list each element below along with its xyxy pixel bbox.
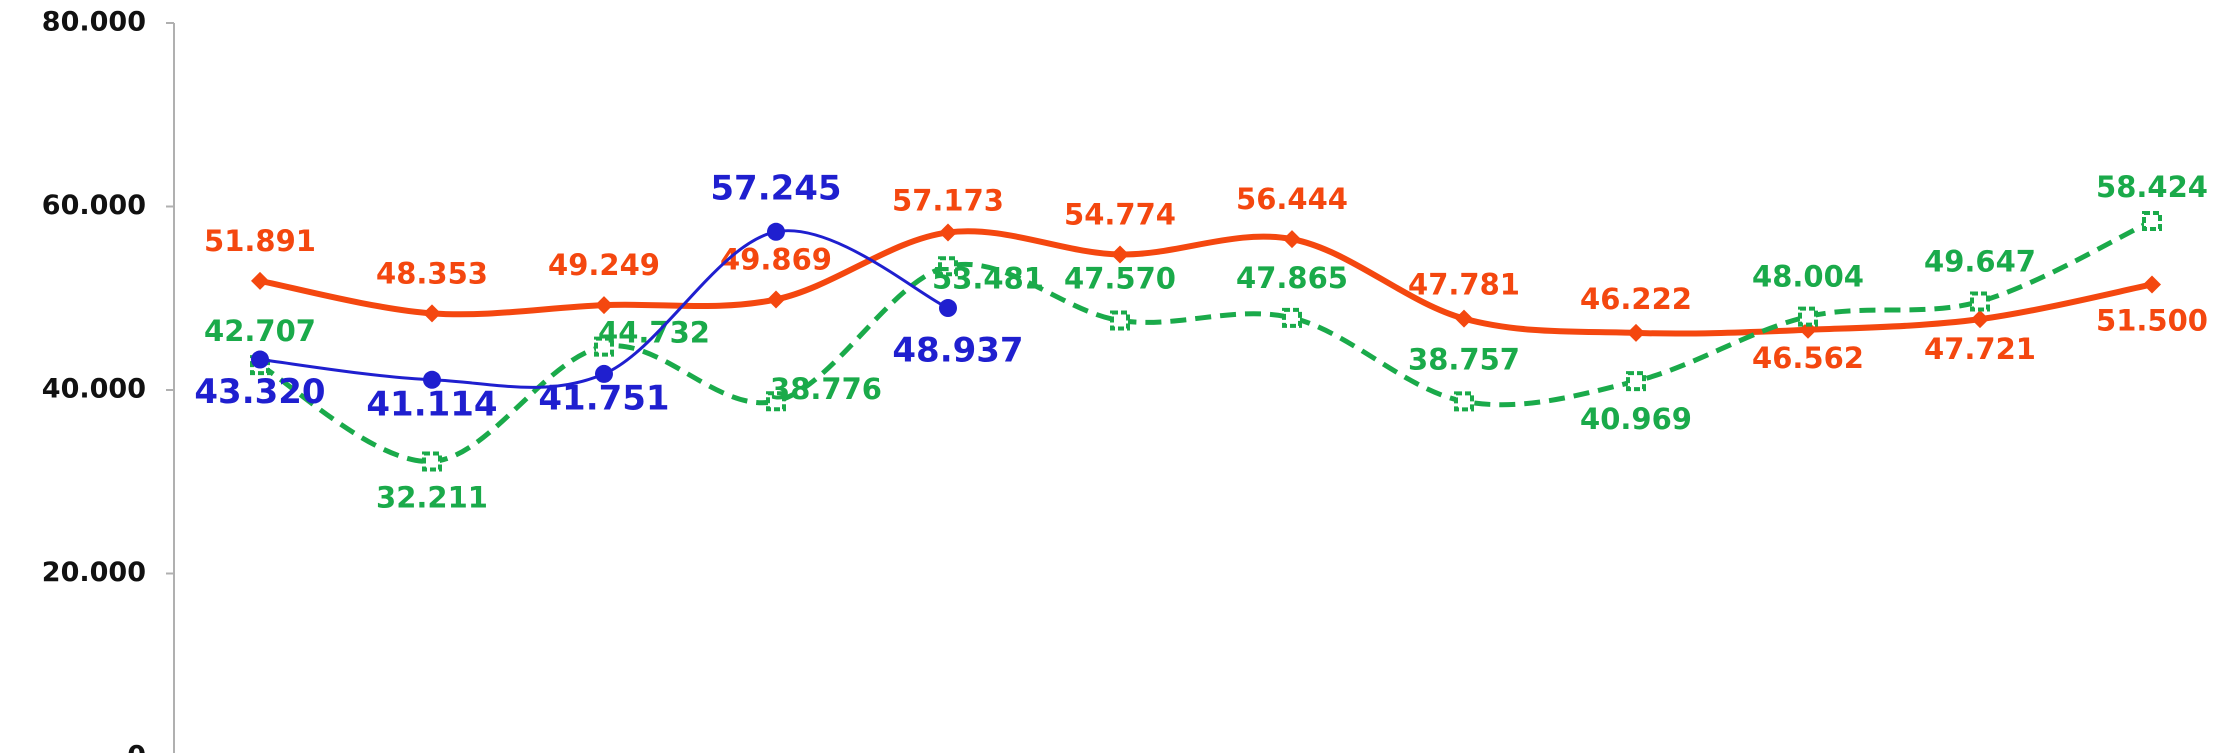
data-label: 49.249 [548,248,660,282]
data-label: 32.211 [376,480,488,514]
point-marker [1454,391,1474,412]
data-label: 44.732 [598,316,710,350]
point-marker [1111,245,1129,264]
data-label: 43.320 [194,372,325,412]
point-marker [594,336,614,357]
data-label: 40.969 [1580,402,1692,436]
point-marker [767,290,785,309]
point-marker [1971,310,1989,329]
point-marker [1455,309,1473,328]
data-label: 47.570 [1064,262,1176,296]
point-marker [595,296,613,315]
data-label: 48.353 [376,256,488,290]
data-label: 41.114 [366,384,497,424]
y-tick-label: 0 [127,741,146,753]
point-marker [1110,310,1130,331]
point-marker [422,451,442,472]
data-label: 49.647 [1924,244,2036,278]
point-marker [2142,210,2162,231]
series-line [259,228,2153,337]
data-label: 57.245 [710,168,841,208]
data-label: 58.424 [2096,170,2208,204]
point-marker [595,364,613,383]
point-marker [766,391,786,412]
point-marker [1283,230,1301,249]
data-label: 56.444 [1236,182,1348,216]
data-label: 46.222 [1580,282,1692,316]
point-marker [423,304,441,323]
point-marker [2143,275,2161,294]
point-marker [1799,320,1817,339]
y-tick-label: 80.000 [42,7,146,38]
point-marker [1626,371,1646,392]
data-label: 54.774 [1064,197,1176,231]
data-label: 38.776 [770,372,882,406]
data-label: 48.004 [1752,260,1864,294]
data-label: 49.869 [720,242,832,276]
point-marker [939,299,957,318]
data-label: 57.173 [892,183,1004,217]
point-marker [767,222,785,241]
y-tick-label: 20.000 [42,557,146,588]
data-label: 42.707 [204,314,316,348]
data-label: 47.781 [1408,268,1520,302]
point-marker [1627,323,1645,342]
data-label: 46.562 [1752,341,1864,375]
series-line [258,218,2154,464]
y-tick-label: 60.000 [42,190,146,221]
data-label: 53.481 [932,261,1044,295]
data-label: 48.937 [892,331,1023,371]
point-marker [938,256,958,277]
data-label: 51.500 [2096,303,2208,337]
data-label: 41.751 [538,378,669,418]
point-marker [251,271,269,290]
point-marker [251,350,269,369]
data-label: 47.721 [1924,332,2036,366]
point-marker [1798,306,1818,327]
point-marker [1970,291,1990,312]
point-marker [423,370,441,389]
data-label: 38.757 [1408,342,1520,376]
y-tick-label: 40.000 [42,374,146,405]
point-marker [1282,307,1302,328]
data-label: 51.891 [204,224,316,258]
data-label: 47.865 [1236,261,1348,295]
point-marker [939,223,957,242]
